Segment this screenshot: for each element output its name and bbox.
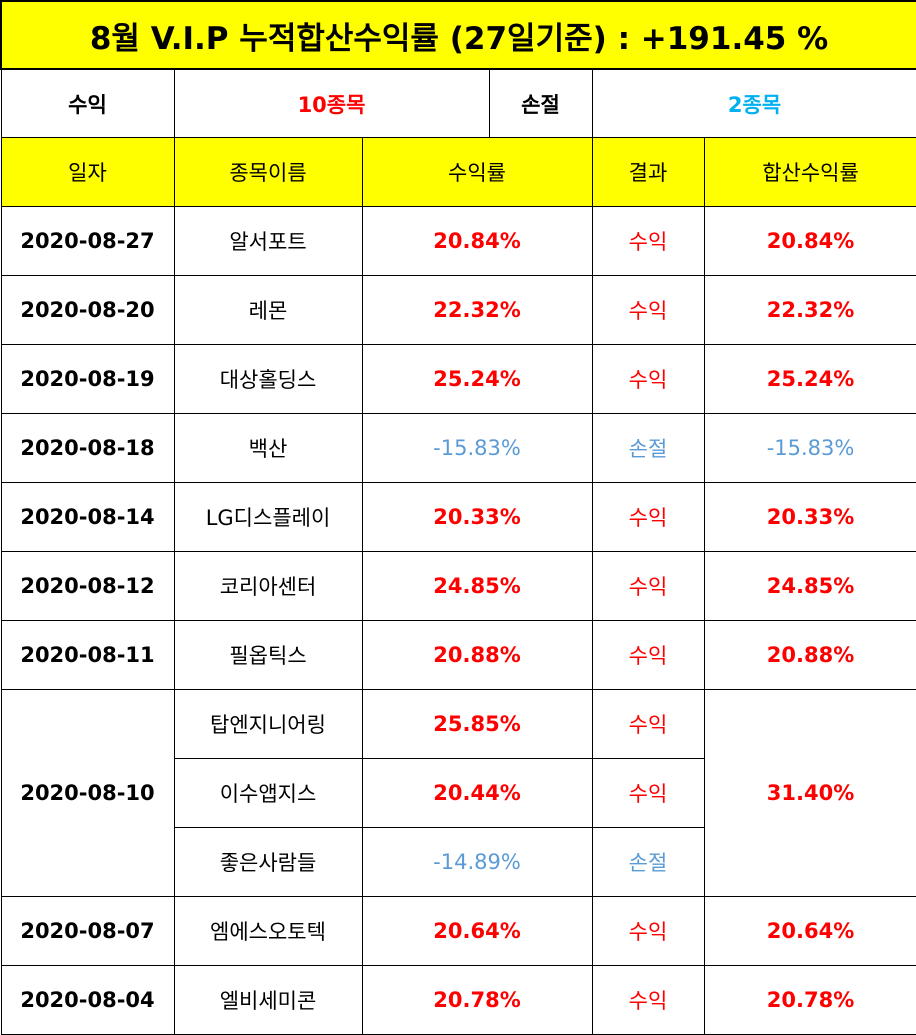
- row-rate: 20.88%: [361, 620, 593, 690]
- row-rate: -14.89%: [361, 827, 593, 897]
- group-total: 31.40%: [703, 689, 916, 897]
- row-stock: 알서포트: [173, 206, 363, 276]
- row-stock: 백산: [173, 413, 363, 483]
- row-stock: 엠에스오토텍: [173, 896, 363, 966]
- table-row: 2020-08-04 엘비세미콘 20.78% 수익 20.78%: [0, 965, 916, 1035]
- row-rate: 20.44%: [361, 758, 593, 828]
- row-rate: 20.78%: [361, 965, 593, 1035]
- table-row: 2020-08-18 백산 -15.83% 손절 -15.83%: [0, 413, 916, 483]
- row-date: 2020-08-27: [0, 206, 175, 276]
- row-result: 수익: [591, 275, 705, 345]
- row-total: 24.85%: [703, 551, 916, 621]
- table-row-group: 이수앱지스 20.44% 수익: [1, 758, 916, 828]
- row-rate: 20.84%: [361, 206, 593, 276]
- row-total: 22.32%: [703, 275, 916, 345]
- row-result: 수익: [591, 344, 705, 414]
- row-date: 2020-08-20: [0, 275, 175, 345]
- row-result: 수익: [591, 206, 705, 276]
- row-stock: 이수앱지스: [173, 758, 363, 828]
- row-rate: 20.64%: [361, 896, 593, 966]
- summary-row: 수익 10종목 손절 2종목: [0, 68, 916, 138]
- row-date: 2020-08-18: [0, 413, 175, 483]
- table-row: 2020-08-11 필옵틱스 20.88% 수익 20.88%: [0, 620, 916, 690]
- row-rate: -15.83%: [361, 413, 593, 483]
- column-header-stock: 종목이름: [173, 137, 363, 207]
- column-header-date: 일자: [0, 137, 175, 207]
- row-date: 2020-08-11: [0, 620, 175, 690]
- row-result: 수익: [591, 965, 705, 1035]
- row-rate: 22.32%: [361, 275, 593, 345]
- row-stock: LG디스플레이: [173, 482, 363, 552]
- profit-count-label: 수익: [0, 68, 175, 138]
- group-date: 2020-08-10: [0, 689, 175, 897]
- row-rate: 25.85%: [361, 689, 593, 759]
- row-stock: 탑엔지니어링: [173, 689, 363, 759]
- row-rate: 25.24%: [361, 344, 593, 414]
- table-row: 2020-08-07 엠에스오토텍 20.64% 수익 20.64%: [0, 896, 916, 966]
- row-result: 수익: [591, 758, 705, 828]
- row-date: 2020-08-07: [0, 896, 175, 966]
- row-stock: 엘비세미콘: [173, 965, 363, 1035]
- row-stock: 대상홀딩스: [173, 344, 363, 414]
- table-row: 2020-08-27 알서포트 20.84% 수익 20.84%: [0, 206, 916, 276]
- row-rate: 24.85%: [361, 551, 593, 621]
- row-total: 20.64%: [703, 896, 916, 966]
- row-result: 수익: [591, 620, 705, 690]
- row-total: 25.24%: [703, 344, 916, 414]
- row-stock: 코리아센터: [173, 551, 363, 621]
- row-total: 20.84%: [703, 206, 916, 276]
- table-row: 2020-08-19 대상홀딩스 25.24% 수익 25.24%: [0, 344, 916, 414]
- row-total: -15.83%: [703, 413, 916, 483]
- row-result: 수익: [591, 551, 705, 621]
- table-row: 2020-08-12 코리아센터 24.85% 수익 24.85%: [0, 551, 916, 621]
- row-total: 20.33%: [703, 482, 916, 552]
- column-header-result: 결과: [591, 137, 705, 207]
- row-date: 2020-08-19: [0, 344, 175, 414]
- row-date: 2020-08-14: [0, 482, 175, 552]
- profit-count-value: 10종목: [173, 68, 490, 138]
- table-row: 2020-08-14 LG디스플레이 20.33% 수익 20.33%: [0, 482, 916, 552]
- column-header-rate: 수익률: [361, 137, 593, 207]
- row-stock: 필옵틱스: [173, 620, 363, 690]
- row-total: 20.78%: [703, 965, 916, 1035]
- row-total: 20.88%: [703, 620, 916, 690]
- column-header-total: 합산수익률: [703, 137, 916, 207]
- table-row: 2020-08-20 레몬 22.32% 수익 22.32%: [0, 275, 916, 345]
- row-stock: 좋은사람들: [173, 827, 363, 897]
- row-result: 수익: [591, 482, 705, 552]
- row-result: 수익: [591, 689, 705, 759]
- title-row: 8월 V.I.P 누적합산수익률 (27일기준) : +191.45 %: [0, 0, 916, 70]
- row-stock: 레몬: [173, 275, 363, 345]
- row-date: 2020-08-04: [0, 965, 175, 1035]
- row-date: 2020-08-12: [0, 551, 175, 621]
- row-result: 손절: [591, 413, 705, 483]
- loss-count-label: 손절: [488, 68, 593, 138]
- header-row: 일자 종목이름 수익률 결과 합산수익률: [0, 137, 916, 207]
- row-result: 손절: [591, 827, 705, 897]
- row-rate: 20.33%: [361, 482, 593, 552]
- row-result: 수익: [591, 896, 705, 966]
- loss-count-value: 2종목: [591, 68, 916, 138]
- table-row-group: 2020-08-10 탑엔지니어링 25.85% 수익 31.40%: [0, 689, 916, 897]
- page-title: 8월 V.I.P 누적합산수익률 (27일기준) : +191.45 %: [0, 0, 916, 70]
